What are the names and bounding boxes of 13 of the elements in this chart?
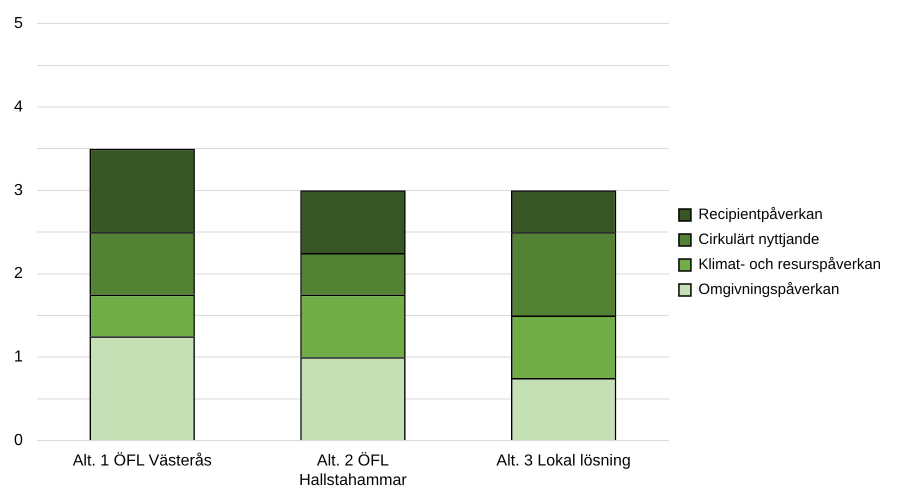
- y-tick-label: 0: [14, 432, 23, 450]
- y-tick-label: 4: [14, 98, 23, 116]
- x-tick-label: Alt. 1 ÖFL Västerås: [72, 452, 212, 470]
- y-tick-label: 3: [14, 182, 23, 199]
- legend-label: Omgivningspåverkan: [698, 281, 840, 298]
- y-tick-label: 2: [14, 265, 23, 282]
- y-tick-label: 5: [14, 15, 23, 32]
- y-tick-label: 1: [14, 348, 23, 366]
- legend-label: Recipientpåverkan: [698, 206, 823, 224]
- x-tick-label: Alt. 2 ÖFL Hallstahammar: [299, 452, 408, 489]
- x-tick-label: Alt. 3 Lokal lösning: [496, 452, 631, 470]
- legend-label: Klimat- och resurspåverkan: [698, 256, 882, 274]
- legend-label: Cirkulärt nyttjande: [698, 231, 820, 248]
